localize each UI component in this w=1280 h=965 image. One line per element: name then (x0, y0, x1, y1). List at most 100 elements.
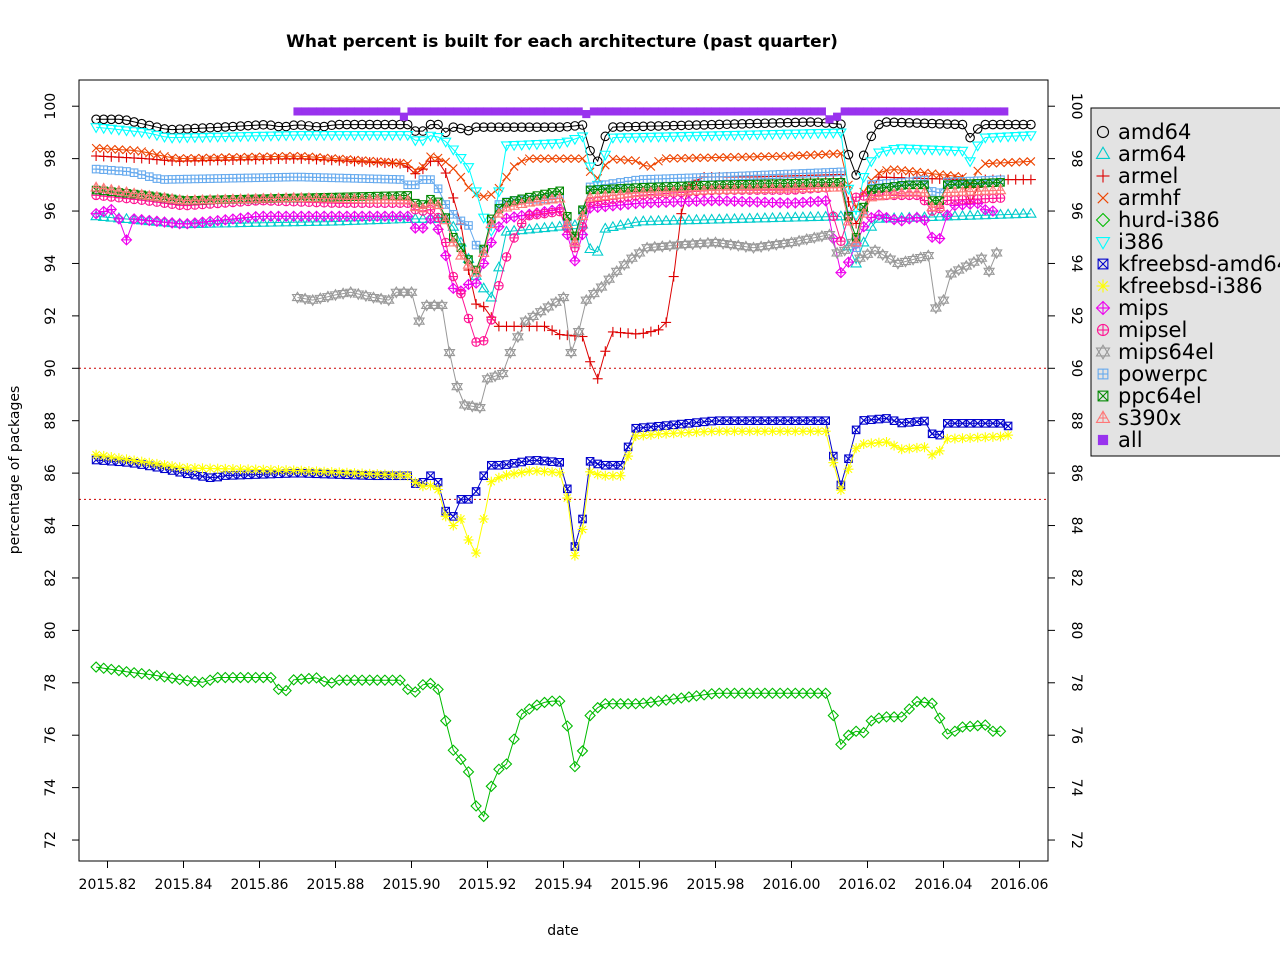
data-point-all (993, 108, 1000, 115)
data-point-all (400, 113, 407, 120)
data-point-all (682, 108, 689, 115)
data-point-kfreebsd-i386 (144, 458, 154, 468)
data-point-all (469, 108, 476, 115)
data-point-kfreebsd-i386 (99, 451, 109, 461)
data-point-kfreebsd-i386 (122, 454, 132, 464)
data-point-all (431, 108, 438, 115)
data-point-all (613, 108, 620, 115)
data-point-kfreebsd-i386 (91, 450, 101, 460)
data-point-all (879, 108, 886, 115)
data-point-all (461, 108, 468, 115)
data-point-powerpc (123, 168, 131, 176)
data-point-kfreebsd-amd64 (1004, 422, 1012, 430)
y-tick-label-left: 74 (43, 779, 59, 797)
data-point-all (606, 108, 613, 115)
data-point-powerpc (738, 172, 746, 180)
data-point-all (362, 108, 369, 115)
data-point-kfreebsd-i386 (920, 442, 930, 452)
data-point-all (978, 108, 985, 115)
data-point-all (986, 108, 993, 115)
data-point-powerpc (716, 173, 724, 181)
data-point-kfreebsd-i386 (593, 469, 603, 479)
data-point-all (788, 108, 795, 115)
data-point-mipsel (479, 337, 488, 346)
data-point-kfreebsd-i386 (616, 471, 626, 481)
data-point-kfreebsd-i386 (555, 468, 565, 478)
data-point-all (423, 108, 430, 115)
y-tick-label-right: 72 (1068, 831, 1084, 849)
data-point-all (347, 108, 354, 115)
x-tick-label: 2015.90 (383, 877, 441, 893)
data-point-powerpc (168, 176, 176, 184)
data-point-powerpc (328, 174, 336, 182)
data-point-powerpc (336, 174, 344, 182)
y-tick-label-left: 82 (43, 569, 59, 587)
y-tick-label-left: 88 (43, 412, 59, 430)
data-point-armhf (510, 162, 518, 170)
data-point-powerpc (366, 175, 374, 183)
data-point-kfreebsd-i386 (851, 443, 861, 453)
data-point-all (628, 108, 635, 115)
data-point-kfreebsd-i386 (897, 444, 907, 454)
data-point-powerpc (640, 176, 648, 184)
data-point-kfreebsd-i386 (570, 551, 580, 561)
data-point-all (378, 108, 385, 115)
data-point-mipsel (464, 314, 473, 323)
data-point-all (742, 108, 749, 115)
data-point-all (765, 108, 772, 115)
data-point-all (750, 108, 757, 115)
data-point-powerpc (731, 172, 739, 180)
data-point-all (666, 108, 673, 115)
data-point-all (834, 113, 841, 120)
data-point-all (309, 108, 316, 115)
data-point-armel (471, 299, 481, 309)
data-point-kfreebsd-i386 (532, 466, 542, 476)
data-point-powerpc (746, 172, 754, 180)
data-point-powerpc (184, 175, 192, 183)
data-point-mips64el (992, 248, 1002, 258)
data-point-powerpc (305, 174, 313, 182)
data-point-all (598, 108, 605, 115)
data-point-powerpc (404, 181, 412, 189)
data-point-powerpc (647, 175, 655, 183)
x-tick-label: 2015.96 (611, 877, 669, 893)
data-point-kfreebsd-i386 (866, 438, 876, 448)
data-point-kfreebsd-i386 (433, 485, 443, 495)
x-tick-label: 2016.00 (763, 877, 821, 893)
legend-label-kfreebsd-i386: kfreebsd-i386 (1118, 274, 1263, 298)
x-tick-label: 2015.82 (79, 877, 137, 893)
data-point-all (963, 108, 970, 115)
data-point-all (507, 108, 514, 115)
data-point-all (849, 108, 856, 115)
legend-label-amd64: amd64 (1118, 120, 1191, 144)
data-point-powerpc (153, 175, 161, 183)
y-tick-label-right: 84 (1068, 517, 1084, 535)
data-point-powerpc (161, 176, 169, 184)
data-point-kfreebsd-i386 (1003, 430, 1013, 440)
data-point-all (1001, 108, 1008, 115)
data-point-all (894, 108, 901, 115)
data-point-powerpc (472, 241, 480, 249)
legend-label-mipsel: mipsel (1118, 318, 1187, 342)
data-point-kfreebsd-i386 (403, 471, 413, 481)
x-tick-label: 2015.86 (231, 877, 289, 893)
data-point-armel (585, 357, 595, 367)
data-point-armhf (449, 164, 457, 172)
data-point-powerpc (244, 174, 252, 182)
data-point-all (902, 108, 909, 115)
data-point-armel (562, 330, 572, 340)
data-point-kfreebsd-i386 (828, 458, 838, 468)
y-tick-label-left: 92 (43, 307, 59, 325)
data-point-armel (638, 328, 648, 338)
data-point-kfreebsd-i386 (874, 438, 884, 448)
data-point-mipsel (517, 219, 526, 228)
data-point-all (955, 108, 962, 115)
data-point-mips (935, 234, 945, 244)
y-tick-label-left: 94 (43, 254, 59, 272)
legend-label-armhf: armhf (1118, 186, 1181, 210)
data-point-all (917, 108, 924, 115)
data-point-all (484, 108, 491, 115)
